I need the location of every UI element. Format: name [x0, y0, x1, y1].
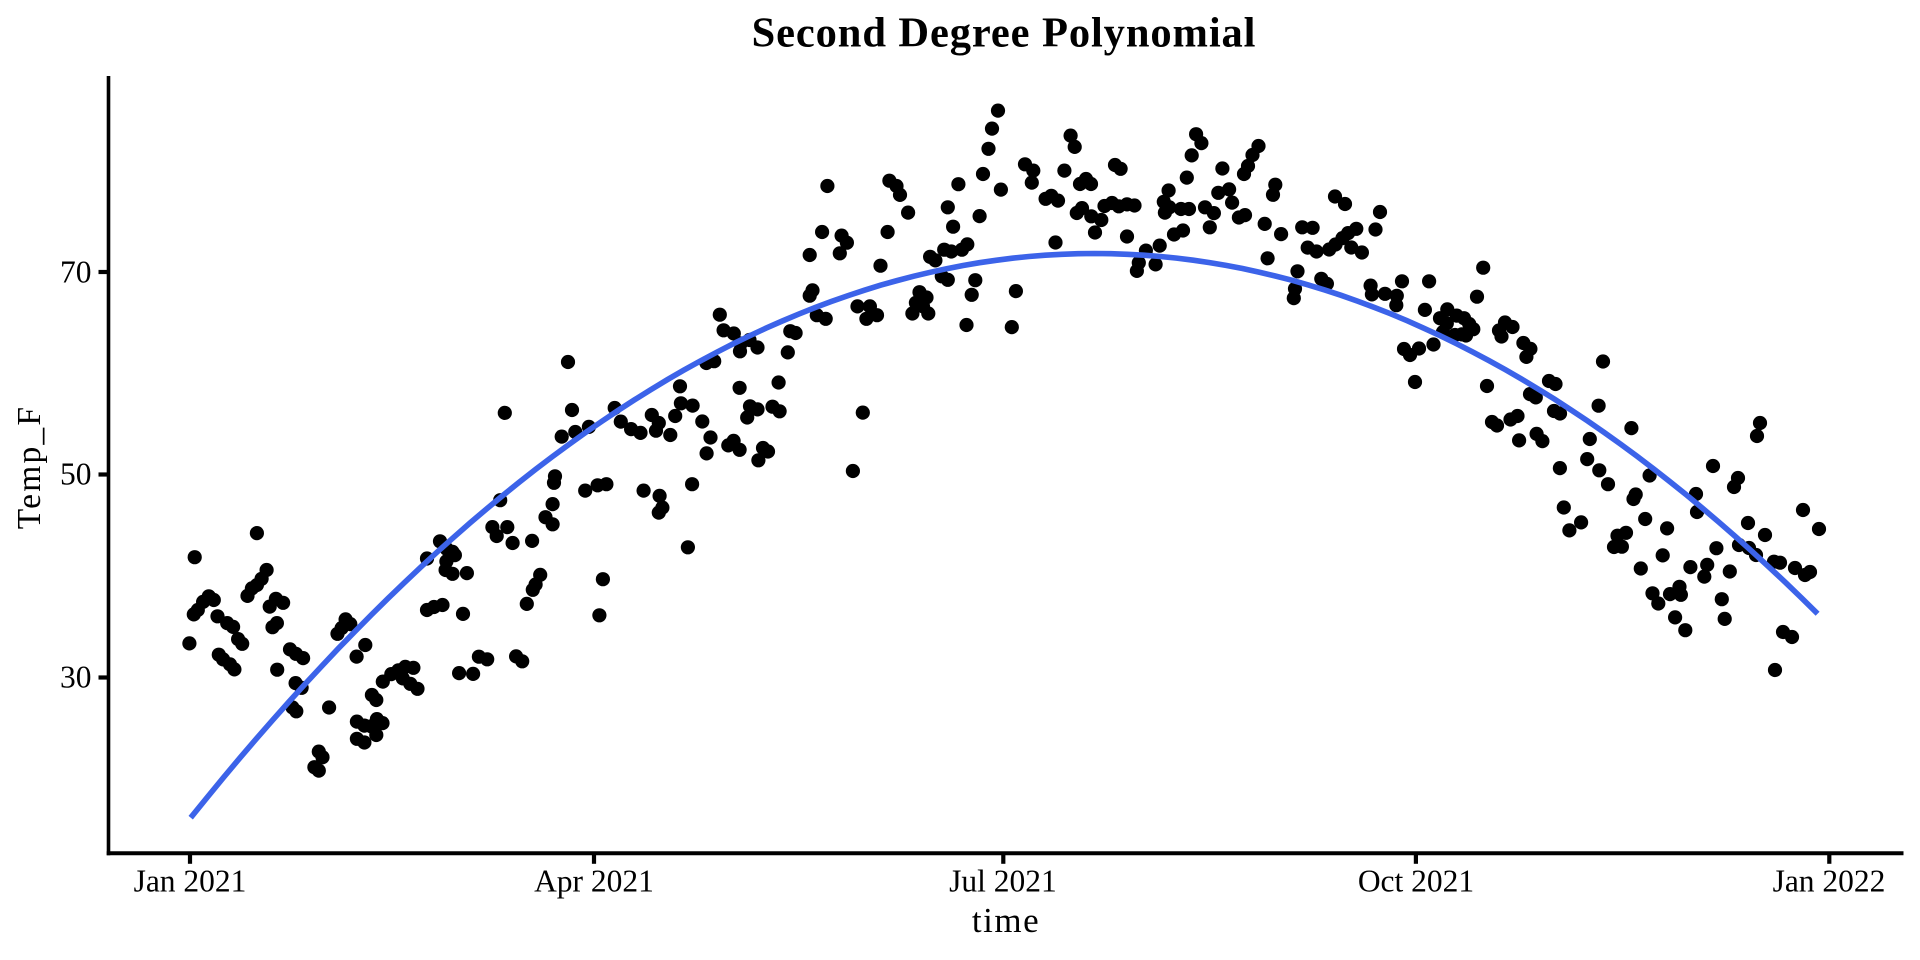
svg-text:Jan 2021: Jan 2021 — [134, 863, 247, 898]
svg-text:Jul 2021: Jul 2021 — [949, 863, 1057, 898]
svg-text:50: 50 — [60, 456, 92, 491]
svg-text:Oct 2021: Oct 2021 — [1358, 863, 1474, 898]
svg-text:Second Degree Polynomial: Second Degree Polynomial — [752, 10, 1257, 57]
svg-text:time: time — [972, 901, 1040, 940]
svg-text:Jan 2022: Jan 2022 — [1773, 863, 1886, 898]
svg-text:Apr 2021: Apr 2021 — [534, 863, 654, 898]
svg-text:30: 30 — [60, 659, 92, 694]
svg-text:Temp_F: Temp_F — [11, 405, 48, 529]
svg-text:70: 70 — [60, 254, 92, 289]
